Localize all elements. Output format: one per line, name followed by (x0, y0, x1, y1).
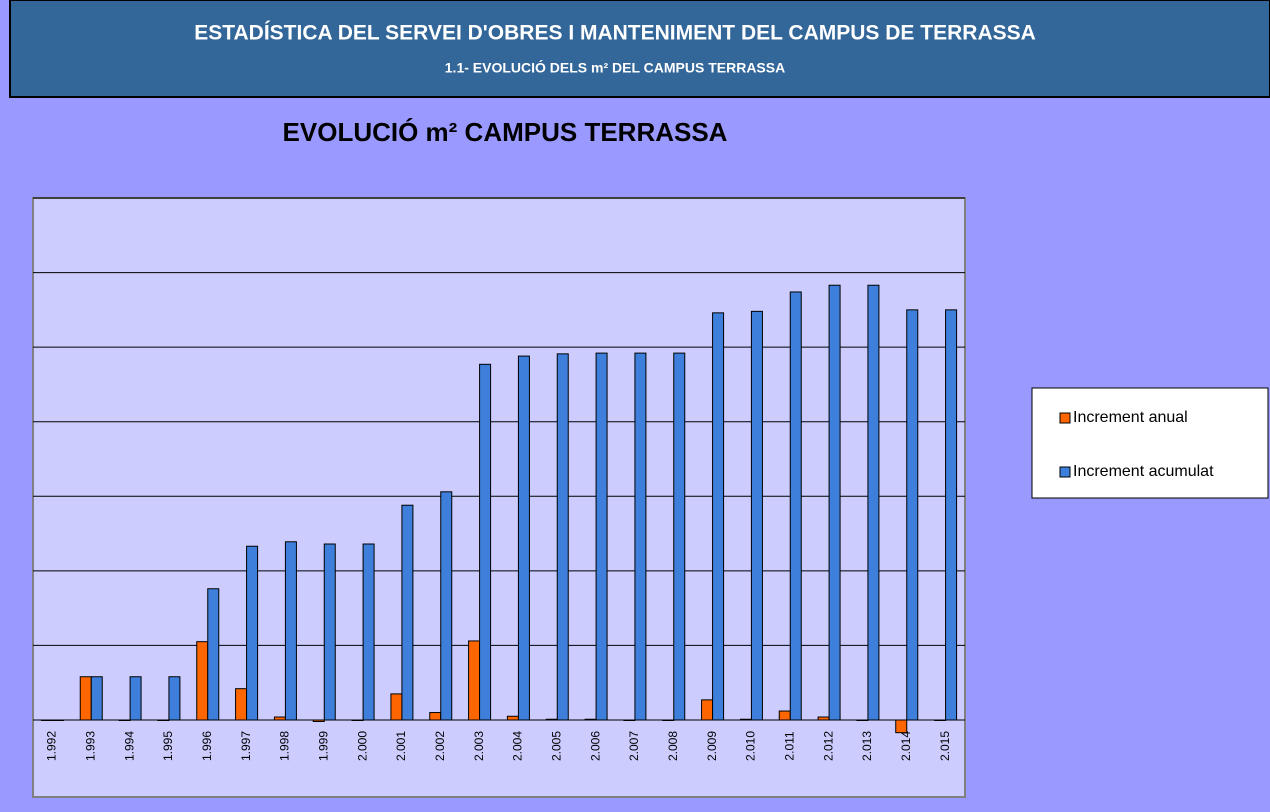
x-tick-label: 2.002 (433, 731, 447, 761)
bar (440, 491, 453, 721)
bar (118, 719, 131, 721)
bar (739, 718, 752, 721)
x-tick-label: 2.014 (899, 731, 913, 761)
x-tick-label: 1.998 (278, 731, 292, 761)
bar (40, 719, 53, 721)
x-tick-label: 2.005 (549, 731, 563, 761)
bar (584, 718, 597, 721)
bar (867, 284, 880, 721)
legend-label: Increment acumulat (1073, 463, 1214, 480)
legend (1031, 387, 1269, 499)
bar (662, 719, 675, 721)
x-tick-label: 2.012 (821, 731, 835, 761)
x-tick-label: 2.009 (705, 731, 719, 761)
chart-title: EVOLUCIÓ m² CAMPUS TERRASSA (283, 117, 728, 147)
x-tick-label: 1.993 (83, 731, 97, 761)
header-subtitle: 1.1- EVOLUCIÓ DELS m² DEL CAMPUS TERRASS… (445, 59, 785, 76)
bar (390, 693, 403, 721)
bar (934, 719, 947, 721)
bar (468, 640, 481, 721)
bar (51, 719, 64, 721)
bar (623, 719, 636, 721)
x-tick-label: 2.001 (394, 731, 408, 761)
bar (701, 699, 714, 721)
bar (196, 641, 209, 721)
bar (235, 688, 248, 721)
x-tick-label: 2.004 (511, 731, 525, 761)
bar (90, 676, 103, 721)
bar (556, 353, 569, 721)
bar (79, 676, 92, 721)
bar (945, 309, 958, 721)
bar (634, 352, 647, 721)
bar (312, 719, 325, 722)
x-tick-label: 2.000 (355, 731, 369, 761)
x-tick-label: 1.992 (45, 731, 59, 761)
x-tick-label: 2.006 (588, 731, 602, 761)
bar (517, 355, 530, 721)
header-bar (9, 0, 1270, 98)
header-title: ESTADÍSTICA DEL SERVEI D'OBRES I MANTENI… (194, 22, 1036, 45)
bar (906, 309, 919, 721)
x-tick-label: 2.003 (472, 731, 486, 761)
bar (246, 545, 259, 721)
legend-swatch (1059, 412, 1071, 424)
x-tick-label: 2.010 (744, 731, 758, 761)
x-tick-label: 2.013 (860, 731, 874, 761)
bar (479, 363, 492, 721)
bar (817, 716, 830, 721)
legend-label: Increment anual (1073, 409, 1188, 426)
x-tick-label: 2.007 (627, 731, 641, 761)
bar (129, 676, 142, 721)
bar (895, 719, 908, 734)
x-tick-label: 2.011 (782, 731, 796, 760)
bar (157, 719, 170, 721)
bar (323, 543, 336, 721)
bar (207, 588, 220, 721)
bar (673, 352, 686, 721)
bar (828, 284, 841, 721)
bar (778, 710, 791, 721)
x-tick-label: 1.999 (316, 731, 330, 761)
x-tick-label: 1.994 (122, 731, 136, 761)
x-tick-label: 1.997 (239, 731, 253, 761)
x-tick-label: 1.995 (161, 731, 175, 761)
bar (401, 504, 414, 721)
bar (712, 312, 725, 721)
bar (506, 715, 519, 721)
bar (750, 310, 763, 721)
bar (545, 718, 558, 721)
bar (789, 291, 802, 721)
bar (595, 352, 608, 721)
bar (362, 543, 375, 721)
bar (429, 712, 442, 721)
x-tick-label: 1.996 (200, 731, 214, 761)
legend-swatch (1059, 466, 1071, 478)
bar (856, 719, 869, 721)
plot-area (32, 197, 966, 798)
bar (351, 719, 364, 721)
x-tick-label: 2.008 (666, 731, 680, 761)
bar (168, 676, 181, 721)
x-tick-label: 2.015 (938, 731, 952, 761)
bar (284, 541, 297, 721)
bar (273, 716, 286, 721)
